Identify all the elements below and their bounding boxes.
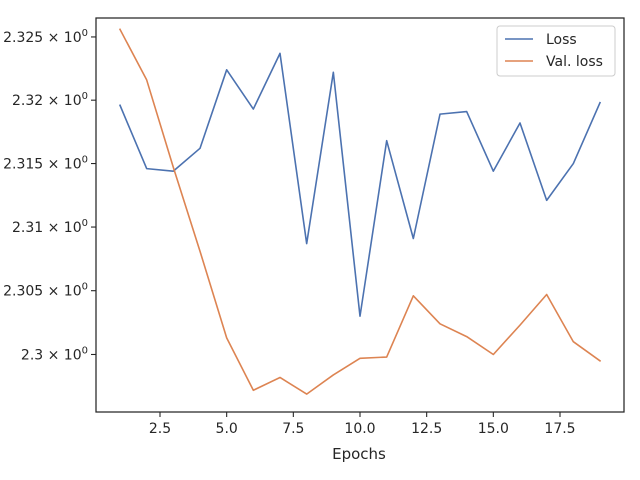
y-tick-mantissa: 2.315 × 10 [3, 157, 82, 173]
x-tick-label: 5.0 [216, 421, 238, 437]
y-tick-exponent: 0 [82, 91, 88, 102]
legend: Loss Val. loss [496, 25, 616, 77]
x-tick-label: 2.5 [149, 421, 171, 437]
y-tick-label: 2.31 × 100 [12, 218, 88, 236]
plot-area [118, 28, 602, 395]
y-tick-label: 2.325 × 100 [3, 28, 88, 46]
x-tick-label: 10.0 [344, 421, 375, 437]
y-tick-mantissa: 2.305 × 10 [3, 284, 82, 300]
y-tick-label: 2.32 × 100 [12, 91, 88, 109]
axes: 2.5 5.0 7.5 10.0 12.5 15.0 17.52.3 × 1002.305 … [3, 17, 625, 463]
y-tick-mantissa: 2.31 × 10 [12, 220, 82, 236]
y-tick-exponent: 0 [82, 345, 88, 356]
series-line-0 [118, 52, 602, 317]
x-tick-label: 7.5 [282, 421, 304, 437]
y-tick-exponent: 0 [82, 282, 88, 293]
legend-label-1: Val. loss [546, 54, 603, 70]
x-tick-label: 15.0 [478, 421, 509, 437]
y-tick-mantissa: 2.325 × 10 [3, 30, 82, 46]
x-tick-label: 12.5 [411, 421, 442, 437]
y-tick-label: 2.3 × 100 [21, 345, 88, 363]
y-tick-label: 2.315 × 100 [3, 155, 88, 173]
axes-frame [95, 17, 625, 413]
series-line-1 [118, 28, 602, 395]
y-tick-exponent: 0 [82, 155, 88, 166]
y-tick-exponent: 0 [82, 218, 88, 229]
x-axis-label: Epochs [332, 445, 386, 463]
legend-label-0: Loss [546, 32, 577, 48]
y-tick-exponent: 0 [82, 28, 88, 39]
x-tick-label: 17.5 [544, 421, 575, 437]
y-tick-mantissa: 2.3 × 10 [21, 347, 82, 363]
y-tick-mantissa: 2.32 × 10 [12, 93, 82, 109]
y-tick-label: 2.305 × 100 [3, 282, 88, 300]
